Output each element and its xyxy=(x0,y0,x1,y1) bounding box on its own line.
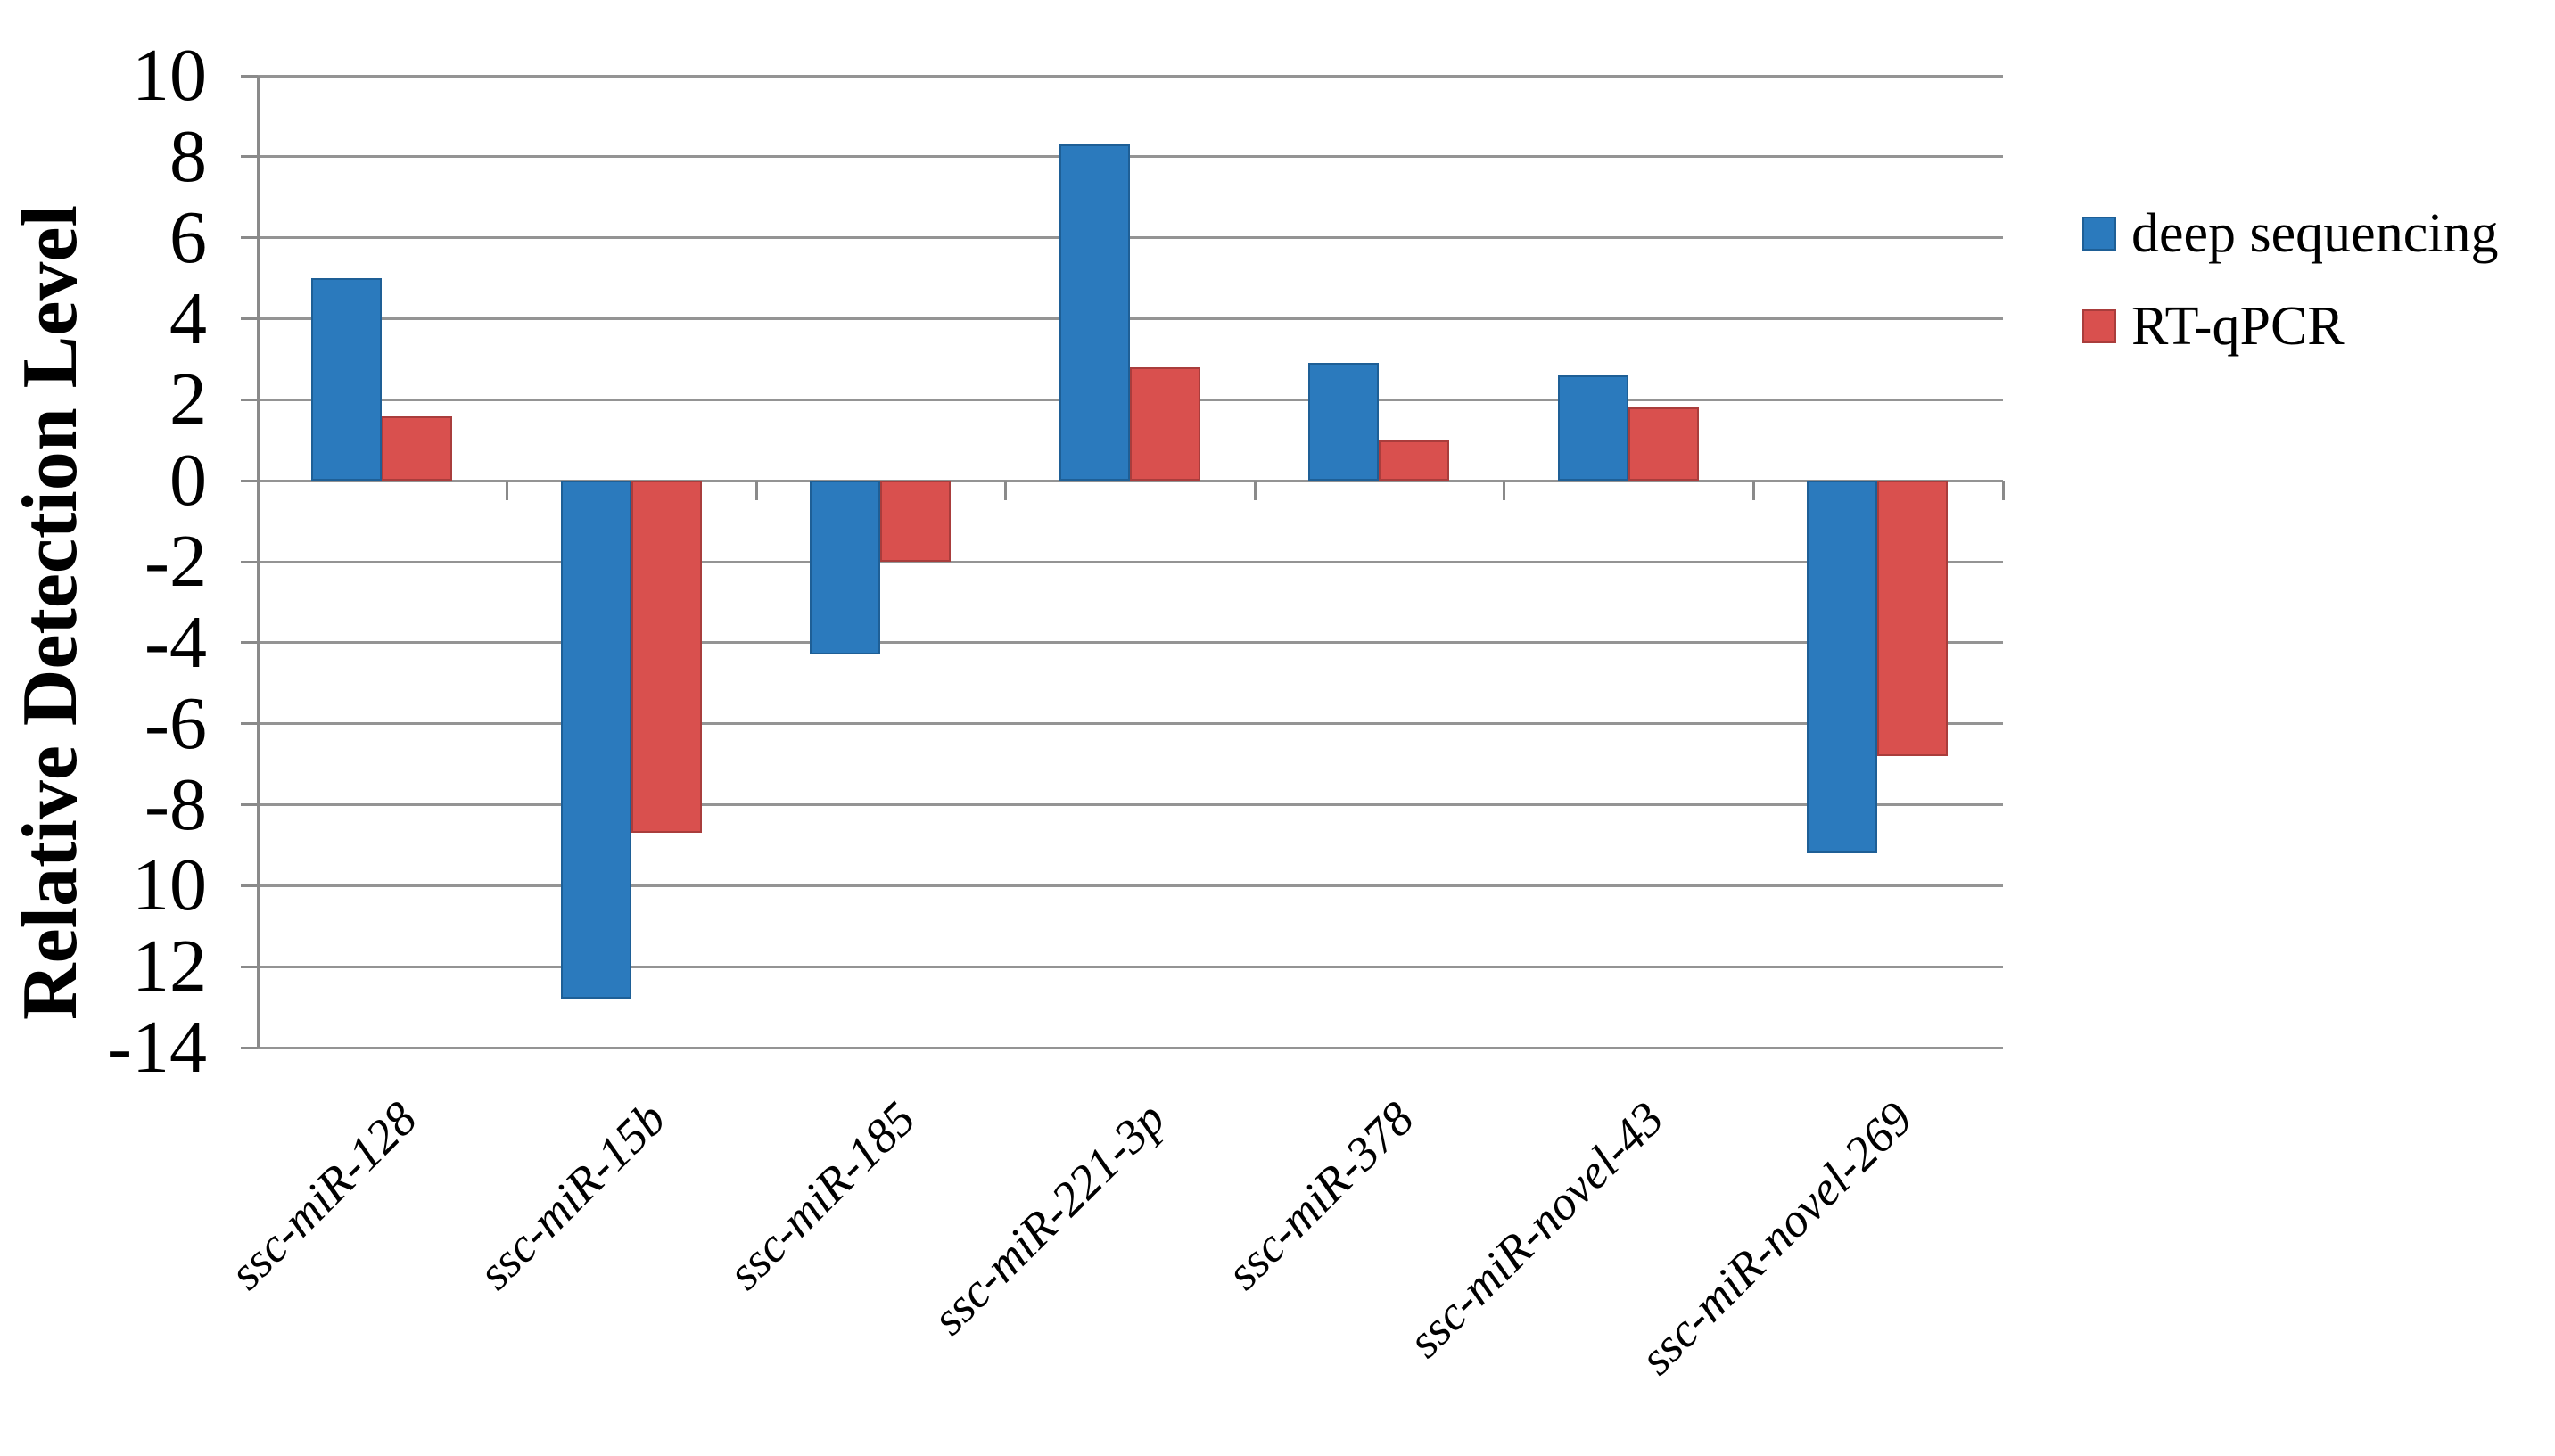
bar-deep-sequencing-ssc-miR-128 xyxy=(311,278,382,481)
gridline xyxy=(258,803,2003,806)
x-tick-mark xyxy=(1503,481,1506,501)
gridline xyxy=(258,965,2003,968)
legend-label: RT-qPCR xyxy=(2131,296,2345,357)
y-tick-label: -2 xyxy=(144,520,207,603)
bar-RT-qPCR-ssc-miR-221-3p xyxy=(1129,367,1200,481)
gridline xyxy=(258,722,2003,726)
gridline xyxy=(258,236,2003,240)
y-tick-mark xyxy=(241,479,258,482)
legend-swatch-icon xyxy=(2082,217,2116,251)
gridline xyxy=(258,560,2003,563)
y-tick-label: 4 xyxy=(169,276,207,360)
y-tick-label: 6 xyxy=(169,195,207,279)
bar-deep-sequencing-ssc-miR-15b xyxy=(560,481,631,999)
y-tick-label: -8 xyxy=(144,762,207,846)
y-tick-label: 0 xyxy=(169,439,207,522)
y-tick-label: 10 xyxy=(132,34,207,117)
x-tick-mark xyxy=(1253,481,1257,501)
y-tick-mark xyxy=(241,965,258,968)
bar-RT-qPCR-ssc-miR-novel-43 xyxy=(1628,407,1699,481)
bar-deep-sequencing-ssc-miR-novel-269 xyxy=(1807,481,1878,853)
x-tick-mark xyxy=(1004,481,1008,501)
bar-deep-sequencing-ssc-miR-221-3p xyxy=(1059,144,1130,481)
bar-deep-sequencing-ssc-miR-185 xyxy=(810,481,881,655)
gridline xyxy=(258,884,2003,887)
y-tick-mark xyxy=(241,236,258,240)
y-tick-mark xyxy=(241,560,258,563)
x-tick-mark xyxy=(506,481,509,501)
gridline xyxy=(258,155,2003,159)
y-tick-mark xyxy=(241,1046,258,1049)
legend-item-deep-sequencing: deep sequencing xyxy=(2082,200,2498,267)
y-tick-mark xyxy=(241,641,258,645)
legend-item-RT-qPCR: RT-qPCR xyxy=(2082,292,2345,360)
y-tick-label: -6 xyxy=(144,681,207,765)
legend-label: deep sequencing xyxy=(2131,203,2499,264)
x-tick-mark xyxy=(754,481,758,501)
gridline xyxy=(258,1046,2003,1049)
y-tick-label: -14 xyxy=(107,1006,207,1089)
y-tick-mark xyxy=(241,803,258,806)
y-axis-line xyxy=(256,76,260,1048)
bar-RT-qPCR-ssc-miR-128 xyxy=(382,415,452,481)
bar-RT-qPCR-ssc-miR-15b xyxy=(631,481,702,834)
bar-RT-qPCR-ssc-miR-378 xyxy=(1379,440,1450,481)
x-tick-mark xyxy=(2001,481,2005,501)
x-tick-mark xyxy=(1751,481,1755,501)
y-tick-mark xyxy=(241,722,258,726)
legend-swatch-icon xyxy=(2082,309,2116,343)
x-category-label: ssc-miR-novel-269 xyxy=(1629,1091,1923,1386)
bar-deep-sequencing-ssc-miR-novel-43 xyxy=(1557,375,1628,481)
y-tick-label: 8 xyxy=(169,114,207,198)
y-tick-label: -4 xyxy=(144,600,207,684)
gridline xyxy=(258,317,2003,320)
gridline xyxy=(258,641,2003,645)
y-tick-label: 10 xyxy=(132,843,207,927)
bar-RT-qPCR-ssc-miR-185 xyxy=(880,481,952,562)
gridline xyxy=(258,74,2003,78)
y-tick-label: 2 xyxy=(169,358,207,441)
bar-RT-qPCR-ssc-miR-novel-269 xyxy=(1877,481,1949,756)
y-tick-mark xyxy=(241,884,258,887)
gridline xyxy=(258,479,2003,482)
y-tick-mark xyxy=(241,398,258,401)
y-tick-mark xyxy=(241,155,258,159)
y-tick-label: 12 xyxy=(132,925,207,1008)
y-tick-mark xyxy=(241,74,258,78)
y-tick-mark xyxy=(241,317,258,320)
bar-deep-sequencing-ssc-miR-378 xyxy=(1308,363,1380,481)
